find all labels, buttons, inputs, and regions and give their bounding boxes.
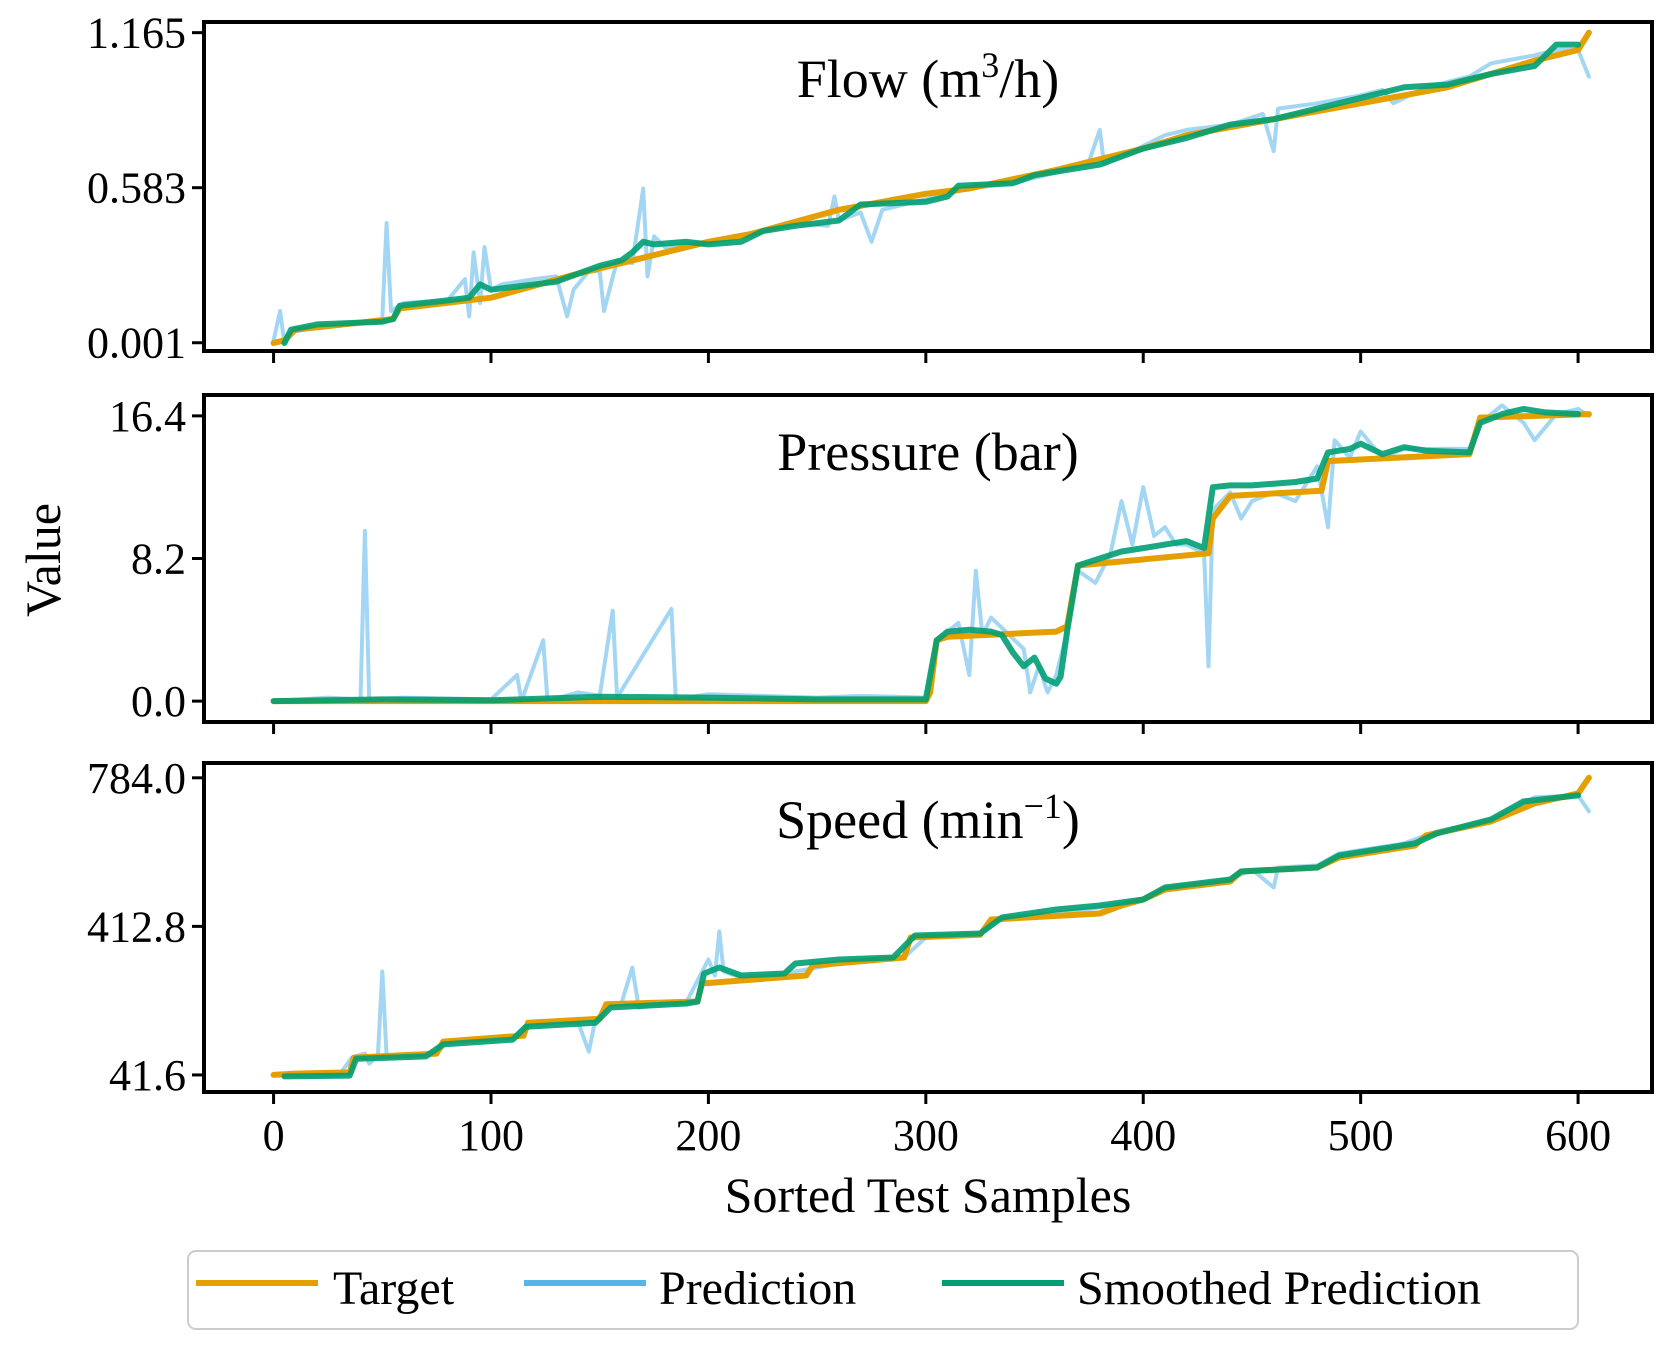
y-axis-title: Value xyxy=(15,503,71,617)
x-tick-label: 100 xyxy=(458,1111,524,1160)
panel-pressure: 0.0 8.2 16.4 Pressure (bar) xyxy=(109,392,1654,734)
y-tick-label-pressure: 0.0 xyxy=(131,677,186,726)
series-smoothed-speed xyxy=(281,792,1582,1080)
panel-speed: 41.6 412.8 784.0 Speed (min−1) xyxy=(87,754,1654,1104)
panel-title-pressure: Pressure (bar) xyxy=(777,422,1078,482)
y-tick-label-speed: 412.8 xyxy=(87,902,186,951)
y-tick-label-pressure: 16.4 xyxy=(109,392,186,441)
y-tick-label-pressure: 8.2 xyxy=(131,535,186,584)
x-tick-label: 200 xyxy=(675,1111,741,1160)
legend: Target Prediction Smoothed Prediction xyxy=(187,1250,1579,1330)
legend-label-prediction: Prediction xyxy=(659,1262,856,1315)
panel-title-speed: Speed (min−1) xyxy=(776,786,1080,850)
x-tick-label: 400 xyxy=(1110,1111,1176,1160)
legend-label-target: Target xyxy=(333,1262,455,1315)
y-tick-label-speed: 784.0 xyxy=(87,754,186,803)
x-tick-label: 500 xyxy=(1328,1111,1394,1160)
panel-title-flow: Flow (m3/h) xyxy=(797,45,1060,109)
series-smoothed-flow xyxy=(281,41,1582,346)
y-tick-label-flow: 1.165 xyxy=(87,9,186,58)
legend-label-smoothed: Smoothed Prediction xyxy=(1077,1262,1481,1315)
legend-frame xyxy=(187,1250,1579,1330)
x-tick-label: 600 xyxy=(1545,1111,1611,1160)
y-tick-label-flow: 0.583 xyxy=(87,164,186,213)
panel-flow: 0.001 0.583 1.165 Flow (m3/h) xyxy=(87,9,1654,368)
y-tick-label-speed: 41.6 xyxy=(109,1051,186,1100)
series-smoothed-pressure xyxy=(270,405,1582,705)
x-tick-label: 0 xyxy=(263,1111,285,1160)
x-tick-label: 300 xyxy=(893,1111,959,1160)
y-tick-label-flow: 0.001 xyxy=(87,319,186,368)
x-axis-title: Sorted Test Samples xyxy=(725,1167,1132,1223)
